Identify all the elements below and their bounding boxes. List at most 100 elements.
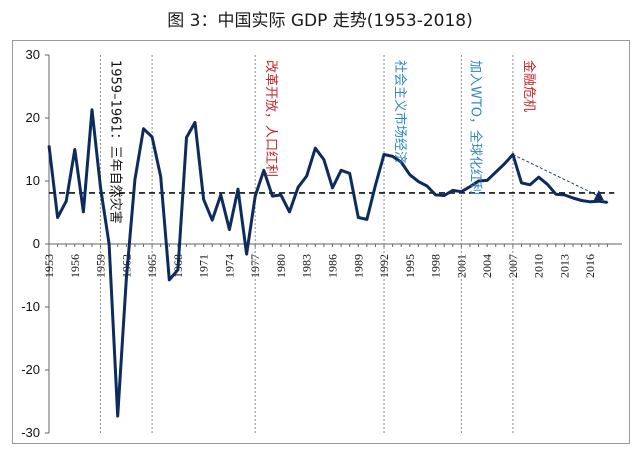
data-point (177, 269, 179, 271)
data-point (469, 185, 471, 188)
data-point (443, 194, 445, 197)
period-annotation: 社会主义市场经济 (392, 60, 408, 164)
data-point (331, 187, 334, 189)
period-annotation: 金融危机 (521, 60, 537, 112)
y-tick-label: -20 (21, 362, 40, 377)
x-tick-label: 1956 (68, 254, 82, 278)
data-point (580, 199, 583, 202)
data-point (383, 153, 385, 156)
x-tick-label: 1989 (351, 254, 365, 278)
x-tick-label: 2007 (506, 254, 520, 278)
data-point (348, 172, 351, 175)
page-title: 图 3：中国实际 GDP 走势(1953-2018) (167, 11, 473, 31)
data-point (451, 189, 454, 192)
period-annotation: 1959–1961：三年自然灾害 (108, 60, 124, 224)
trend-arrow-line (512, 154, 600, 197)
data-point (323, 158, 325, 161)
data-point (82, 211, 85, 213)
x-tick-label: 1983 (300, 254, 314, 278)
x-tick-label: 1986 (325, 254, 339, 278)
x-tick-label: 2016 (583, 254, 597, 278)
x-tick-label: 1965 (145, 254, 159, 278)
y-tick-label: -10 (21, 299, 40, 314)
x-tick-label: 1980 (274, 254, 288, 278)
x-tick-label: 1977 (248, 254, 262, 278)
data-point (572, 197, 574, 199)
period-annotation: 加入WTO，全球化红利 (468, 60, 484, 195)
data-point (374, 184, 377, 187)
data-point (56, 216, 59, 219)
y-tick-label: 0 (33, 236, 40, 251)
data-point (211, 219, 214, 221)
data-point (598, 200, 600, 202)
data-point (220, 194, 222, 196)
data-point (537, 176, 540, 179)
x-tick-label: 2010 (532, 254, 546, 278)
data-point (202, 198, 205, 201)
data-point (366, 218, 368, 221)
data-point (555, 193, 557, 196)
data-point (400, 161, 403, 163)
data-point (288, 211, 291, 213)
chart-frame (12, 40, 630, 444)
data-point (486, 179, 488, 182)
data-point (116, 415, 119, 417)
data-point (48, 144, 50, 147)
data-point (434, 194, 437, 196)
data-point (357, 216, 360, 219)
data-point (91, 109, 93, 111)
data-point (228, 228, 231, 231)
data-point (271, 195, 274, 197)
data-point (529, 183, 531, 186)
data-point (185, 136, 188, 139)
data-point (245, 253, 248, 255)
data-point (297, 186, 299, 189)
data-point (314, 147, 317, 150)
data-point (262, 169, 265, 172)
y-tick-label: -30 (21, 425, 40, 440)
data-point (142, 127, 145, 130)
x-tick-label: 1974 (222, 254, 236, 278)
x-tick-label: 1998 (429, 254, 443, 278)
x-tick-label: 1959 (94, 254, 108, 278)
data-point (460, 190, 463, 193)
data-point (563, 194, 566, 196)
period-annotation: 改革开放，人口红利 (263, 60, 279, 177)
data-point (546, 183, 549, 185)
y-tick-label: 20 (26, 110, 40, 125)
data-point (168, 279, 171, 281)
data-point (589, 200, 592, 203)
data-point (512, 153, 514, 156)
x-tick-label: 2004 (480, 254, 494, 278)
data-point (134, 178, 136, 181)
data-point (340, 169, 342, 172)
x-tick-label: 1953 (42, 254, 56, 278)
data-point (108, 243, 110, 245)
data-point (494, 171, 497, 173)
x-tick-label: 2013 (557, 254, 571, 278)
data-point (520, 182, 523, 184)
x-tick-label: 1992 (377, 254, 391, 278)
data-point (99, 186, 102, 189)
data-point (125, 278, 128, 281)
gdp-growth-line (47, 108, 608, 418)
data-point (503, 163, 506, 165)
y-tick-label: 10 (26, 173, 40, 188)
data-point (606, 201, 609, 204)
data-point (254, 195, 256, 197)
data-point (151, 136, 153, 138)
data-point (159, 175, 162, 178)
data-point (280, 194, 282, 196)
trend-arrow-head (593, 190, 604, 201)
data-point (417, 180, 420, 183)
data-point (194, 121, 196, 124)
data-point (73, 148, 76, 151)
data-point (65, 200, 67, 202)
data-point (477, 180, 480, 182)
x-tick-label: 2001 (454, 254, 468, 278)
data-point (237, 188, 239, 190)
y-tick-label: 30 (26, 47, 40, 62)
x-tick-label: 1971 (197, 254, 211, 278)
data-point (305, 175, 308, 177)
